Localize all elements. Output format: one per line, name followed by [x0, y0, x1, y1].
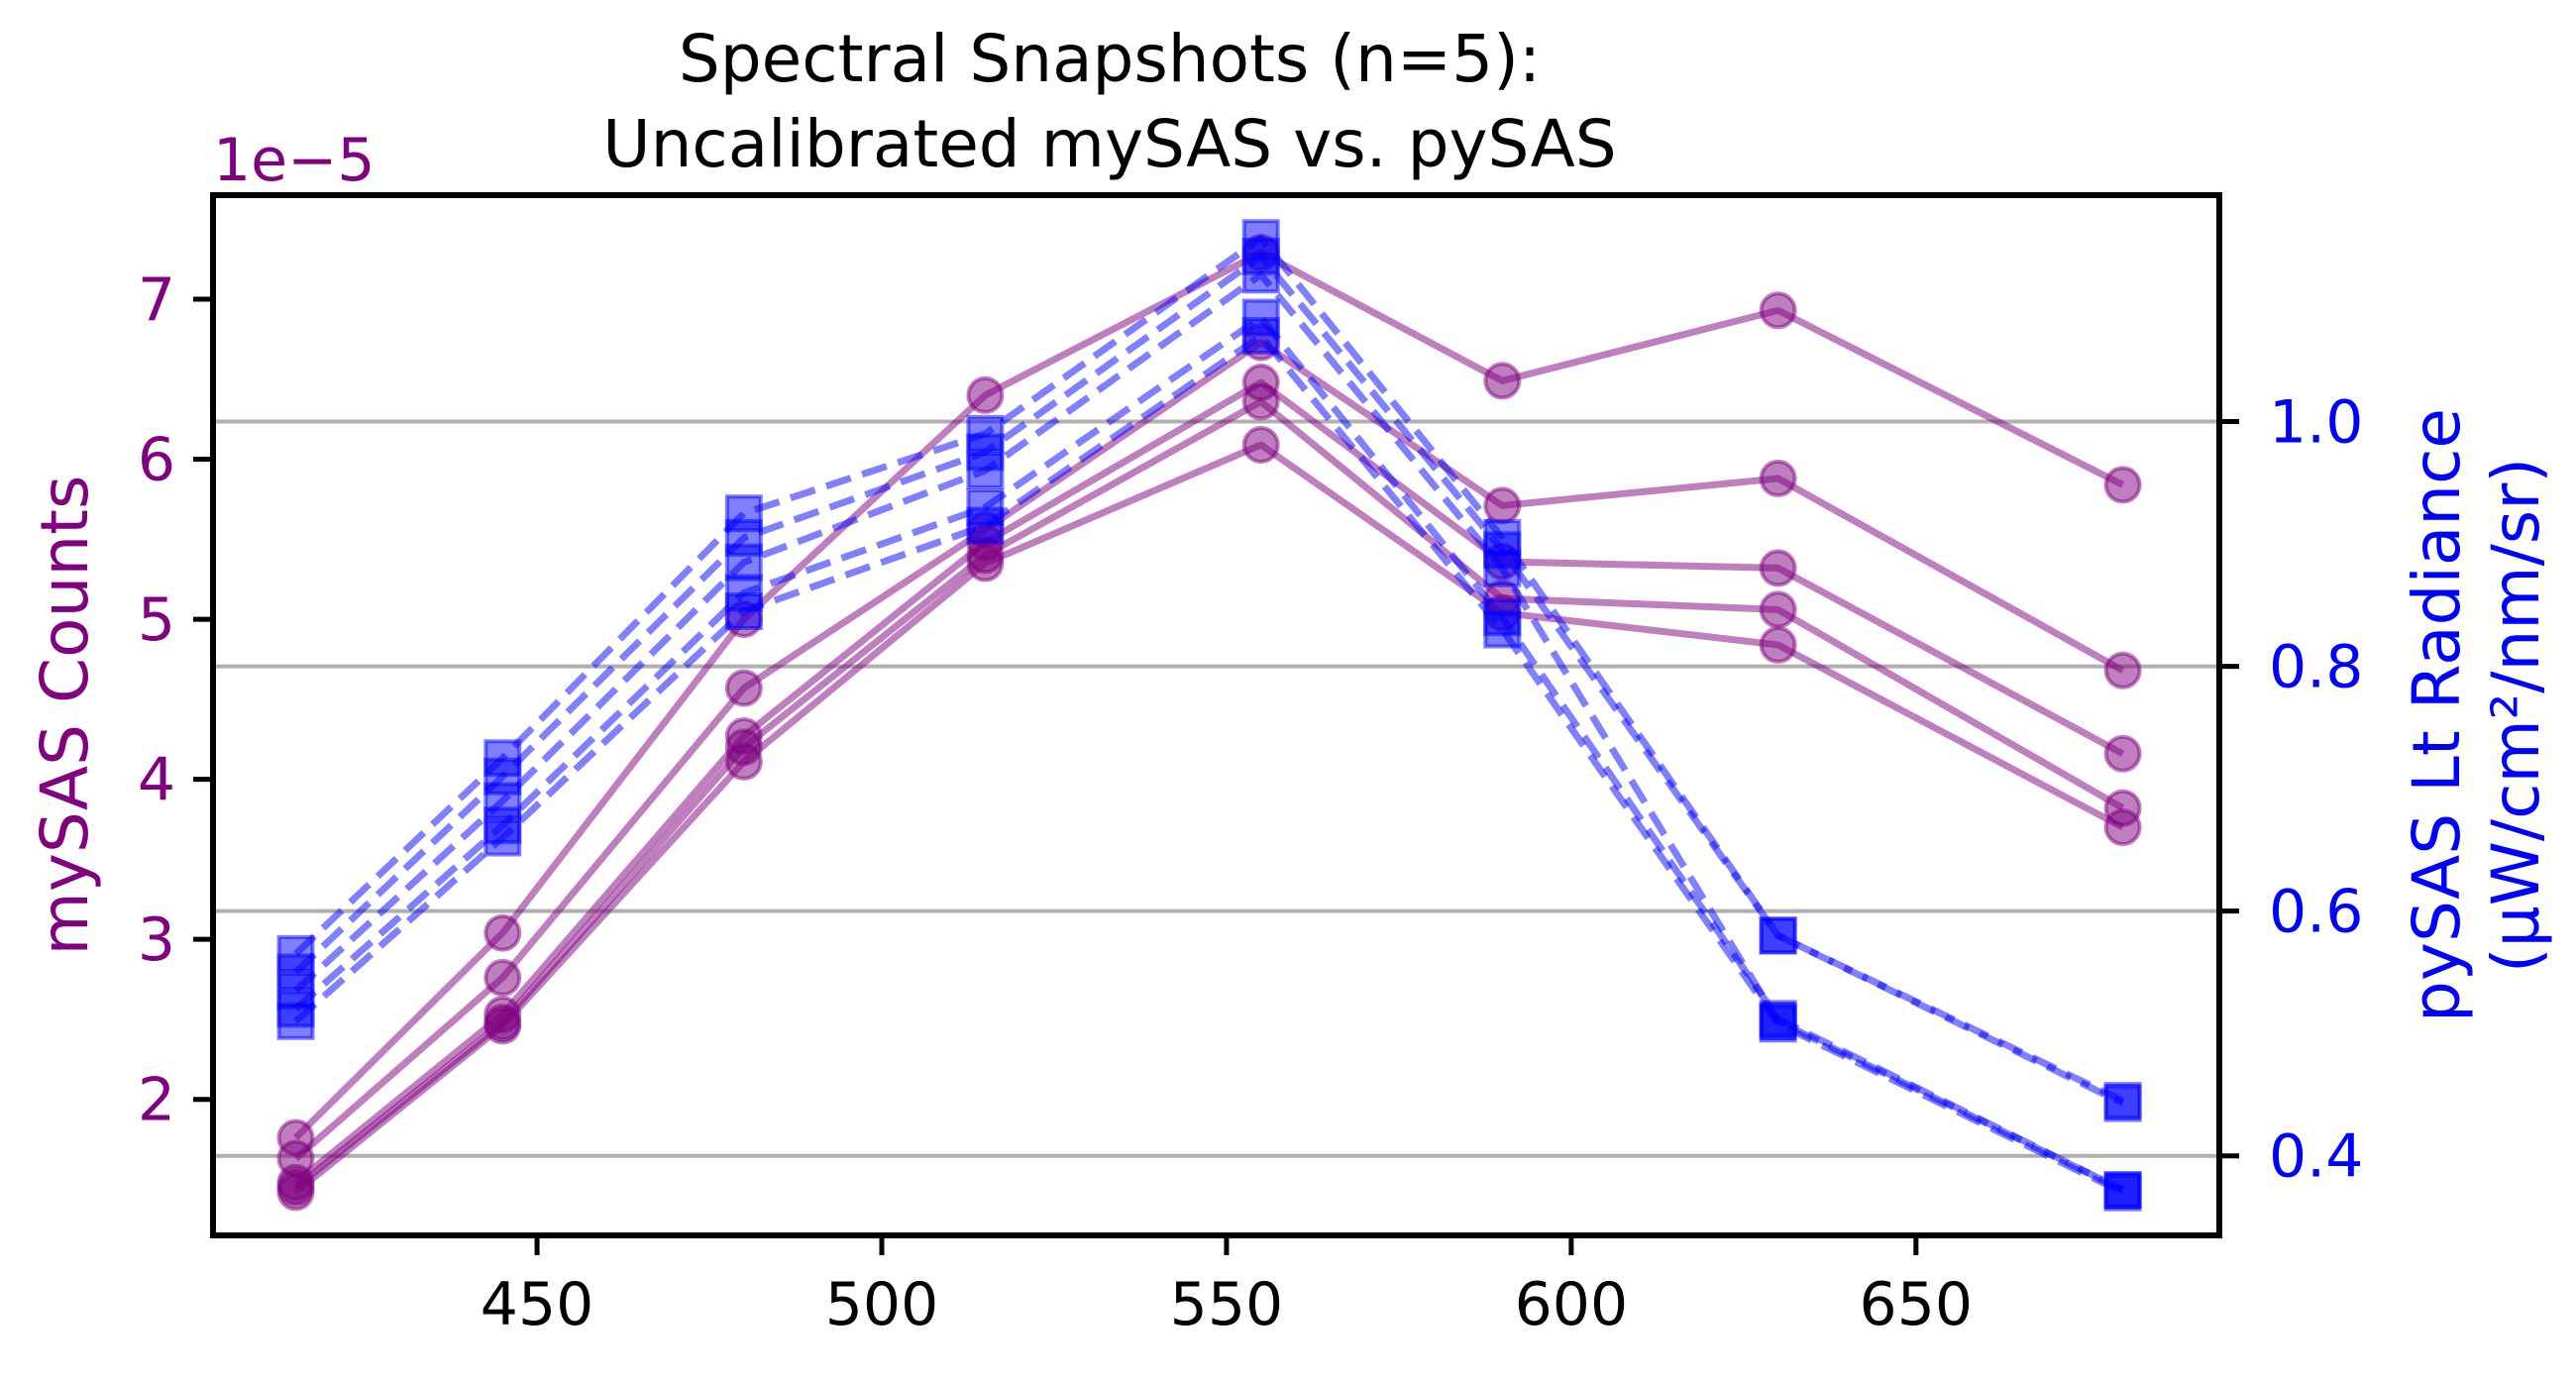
pysas-point — [724, 592, 763, 630]
mysas-point — [483, 1007, 522, 1045]
mysas-point — [2103, 808, 2142, 847]
mysas-point — [1759, 625, 1797, 664]
left-y-tick-label: 2 — [138, 1066, 175, 1135]
mysas-point — [966, 544, 1005, 583]
left-y-axis: 2 3 4 5 6 7 — [138, 266, 213, 1135]
pysas-point — [2103, 1173, 2142, 1212]
pysas-point — [966, 451, 1005, 489]
left-y-tick-label: 7 — [138, 266, 175, 335]
mysas-point — [2103, 651, 2142, 690]
right-y-tick-label: 0.8 — [2269, 633, 2363, 702]
mysas-point — [1759, 590, 1797, 629]
mysas-point — [1759, 549, 1797, 587]
mysas-series-line — [293, 378, 2125, 1186]
right-y-tick-label: 0.4 — [2269, 1122, 2363, 1192]
plot-frame — [210, 192, 2222, 1238]
left-y-tick-label: 6 — [138, 426, 175, 495]
pysas-point — [1483, 549, 1522, 587]
left-axis-offset-label: 1e−5 — [213, 126, 376, 195]
left-y-tick-label: 3 — [138, 905, 175, 975]
x-tick-label: 550 — [1170, 1270, 1284, 1339]
pysas-series-line — [293, 332, 2125, 1196]
mysas-series-line — [293, 249, 2125, 1140]
pysas-point — [1759, 1005, 1797, 1043]
pysas-series-line — [293, 314, 2125, 1194]
mysas-point — [724, 742, 763, 781]
pysas-series-line — [293, 234, 2125, 1105]
pysas-point — [483, 818, 522, 857]
mysas-point — [1241, 382, 1280, 421]
x-tick-label: 450 — [481, 1270, 594, 1339]
x-tick-label: 500 — [825, 1270, 939, 1339]
chart-title: Spectral Snapshots (n=5): — [679, 21, 1541, 97]
pysas-point — [1241, 256, 1280, 294]
x-tick-label: 600 — [1515, 1270, 1629, 1339]
mysas-point — [2103, 734, 2142, 773]
pysas-point — [276, 1002, 315, 1040]
pysas-point — [1759, 916, 1797, 955]
right-axis-label-units: (µW/cm²/nm/sr) — [2478, 458, 2554, 973]
right-y-tick-label: 1.0 — [2269, 388, 2363, 458]
mysas-point — [483, 958, 522, 997]
mysas-point — [1759, 459, 1797, 497]
right-axis-label: pySAS Lt Radiance — [2399, 408, 2475, 1022]
pysas-point — [1241, 317, 1280, 356]
right-y-axis: 0.4 0.6 0.8 1.0 — [2219, 388, 2363, 1192]
mysas-point — [2103, 466, 2142, 504]
left-y-tick-label: 4 — [138, 746, 175, 815]
pysas-point — [2103, 1084, 2142, 1122]
mysas-point — [1241, 426, 1280, 464]
pysas-series-group — [276, 219, 2142, 1212]
x-tick-label: 650 — [1860, 1270, 1974, 1339]
left-y-tick-label: 5 — [138, 586, 175, 655]
chart-subtitle: Uncalibrated mySAS vs. pySAS — [602, 106, 1616, 182]
mysas-point — [483, 913, 522, 952]
mysas-point — [724, 669, 763, 707]
mysas-series-line — [293, 441, 2125, 1196]
mysas-point — [1483, 486, 1522, 525]
mysas-point — [276, 1173, 315, 1212]
left-axis-label: mySAS Counts — [27, 476, 103, 956]
pysas-point — [1483, 610, 1522, 649]
pysas-point — [966, 506, 1005, 545]
mysas-point — [966, 375, 1005, 414]
mysas-point — [1759, 291, 1797, 330]
mysas-point — [1483, 362, 1522, 400]
right-y-tick-label: 0.6 — [2269, 878, 2363, 947]
mysas-series-line — [293, 339, 2125, 1162]
x-axis: 450 500 550 600 650 — [481, 1235, 1973, 1339]
pysas-series-line — [293, 270, 2125, 1194]
right-axis-grid — [213, 419, 2219, 1158]
pysas-series-line — [293, 253, 2125, 1107]
